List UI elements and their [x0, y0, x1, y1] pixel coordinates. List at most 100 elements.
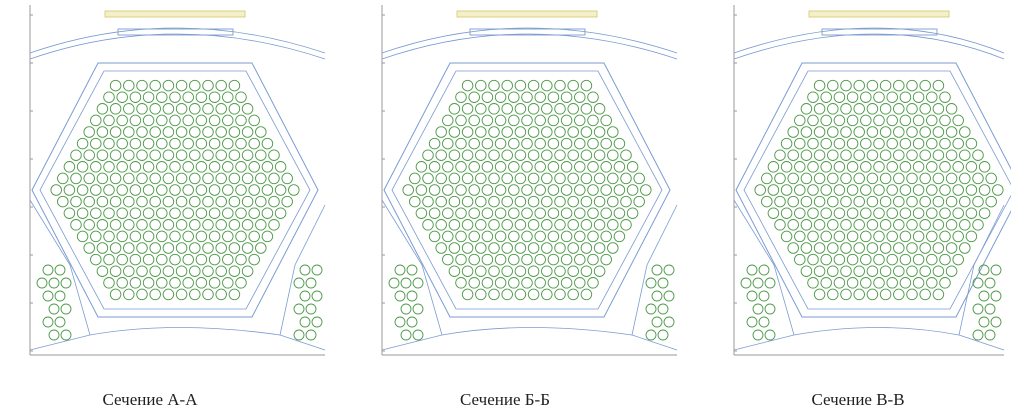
fuel-rod	[555, 127, 566, 138]
fuel-rod	[775, 220, 786, 231]
fuel-rod	[84, 196, 95, 207]
fuel-rod	[91, 115, 102, 126]
fuel-rod	[110, 289, 121, 300]
fuel-rod	[522, 208, 533, 219]
fuel-rod	[747, 265, 757, 275]
fuel-rod	[416, 185, 427, 196]
fuel-rod	[312, 317, 322, 327]
fuel-rod	[170, 92, 181, 103]
fuel-rod	[927, 278, 938, 289]
fuel-rod	[847, 162, 858, 173]
fuel-rod	[608, 127, 619, 138]
fuel-rod	[808, 138, 819, 149]
fuel-rod	[528, 173, 539, 184]
fuel-rod	[854, 266, 865, 277]
fuel-rod	[973, 196, 984, 207]
fuel-rod	[443, 162, 454, 173]
fuel-rod	[216, 173, 227, 184]
fuel-rod	[894, 220, 905, 231]
fuel-rod	[594, 243, 605, 254]
fuel-rod	[163, 196, 174, 207]
fuel-rod	[887, 208, 898, 219]
fuel-rod	[920, 243, 931, 254]
fuel-rod	[874, 278, 885, 289]
fuel-rod	[900, 92, 911, 103]
fuel-rod	[880, 127, 891, 138]
fuel-rod	[176, 104, 187, 115]
fuel-rod	[104, 208, 115, 219]
fuel-rod	[808, 92, 819, 103]
fuel-rod	[306, 278, 316, 288]
fuel-rod	[985, 278, 995, 288]
fuel-rod	[808, 278, 819, 289]
fuel-rod	[900, 278, 911, 289]
fuel-rod	[229, 289, 240, 300]
fuel-rod	[157, 138, 168, 149]
fuel-rod	[775, 150, 786, 161]
fuel-rod	[509, 208, 520, 219]
fuel-rod	[867, 150, 878, 161]
fuel-rod	[542, 220, 553, 231]
fuel-rod	[861, 115, 872, 126]
fuel-rod	[601, 208, 612, 219]
fuel-rod	[814, 266, 825, 277]
fuel-rod	[985, 304, 995, 314]
fuel-rod	[77, 162, 88, 173]
fuel-rod	[522, 115, 533, 126]
fuel-rod	[887, 278, 898, 289]
fuel-rod	[130, 138, 141, 149]
fuel-rod	[223, 231, 234, 242]
fuel-rod	[588, 185, 599, 196]
fuel-rod	[940, 254, 951, 265]
fuel-rod	[907, 243, 918, 254]
fuel-rod	[828, 80, 839, 91]
fuel-rod	[588, 278, 599, 289]
fuel-rod	[548, 185, 559, 196]
fuel-rod	[157, 254, 168, 265]
fuel-rod	[542, 266, 553, 277]
fuel-rod	[874, 208, 885, 219]
fuel-rod	[535, 162, 546, 173]
fuel-rod	[515, 196, 526, 207]
fuel-rod	[91, 185, 102, 196]
fuel-rod	[828, 104, 839, 115]
fuel-rod	[664, 265, 674, 275]
fuel-rod	[535, 185, 546, 196]
fuel-rod	[887, 92, 898, 103]
fuel-rod	[542, 150, 553, 161]
fuel-rod	[933, 104, 944, 115]
fuel-rod	[535, 278, 546, 289]
fuel-rod	[249, 254, 260, 265]
fuel-rod	[548, 231, 559, 242]
inner-hexagon	[40, 71, 310, 309]
fuel-rod	[795, 162, 806, 173]
fuel-rod	[137, 80, 148, 91]
caption: Сечение В-В	[811, 390, 904, 409]
fuel-rod	[443, 208, 454, 219]
fuel-rod	[946, 127, 957, 138]
fuel-rod	[223, 138, 234, 149]
fuel-rod	[482, 185, 493, 196]
fuel-rod	[183, 115, 194, 126]
fuel-rod	[436, 220, 447, 231]
fuel-rod	[110, 266, 121, 277]
fuel-rod	[256, 150, 267, 161]
channel-line	[90, 328, 280, 336]
fuel-rod	[907, 150, 918, 161]
fuel-rod	[163, 80, 174, 91]
fuel-rod	[242, 266, 253, 277]
fuel-rod	[143, 138, 154, 149]
fuel-rod	[515, 150, 526, 161]
fuel-rod	[249, 208, 260, 219]
fuel-rod	[190, 220, 201, 231]
fuel-rod	[476, 289, 487, 300]
fuel-rod	[522, 185, 533, 196]
fuel-rod	[621, 196, 632, 207]
fuel-rod	[847, 92, 858, 103]
fuel-rod	[801, 150, 812, 161]
fuel-rod	[223, 278, 234, 289]
fuel-rod	[170, 185, 181, 196]
fuel-rod	[130, 92, 141, 103]
fuel-rod	[581, 127, 592, 138]
fuel-rod	[449, 127, 460, 138]
